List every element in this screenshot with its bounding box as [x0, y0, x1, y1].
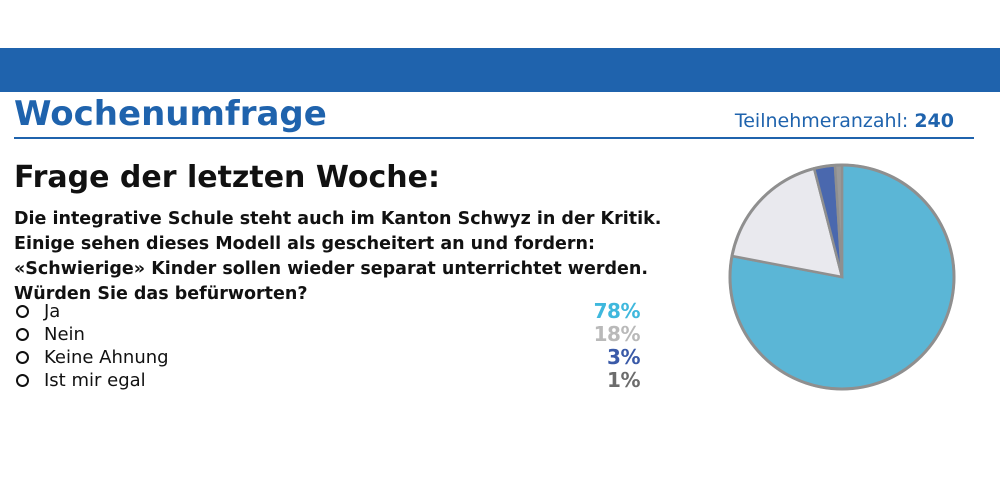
divider	[14, 137, 974, 139]
question-text: Die integrative Schule steht auch im Kan…	[14, 209, 662, 304]
pie-chart-container	[720, 155, 964, 399]
title-row: Wochenumfrage Teilnehmeranzahl: 240	[0, 92, 1000, 138]
option-percentage: 1%	[607, 368, 640, 392]
option-label: Keine Ahnung	[44, 347, 169, 368]
participants-count: Teilnehmeranzahl: 240	[735, 110, 954, 132]
pie-outline	[728, 163, 956, 391]
question-heading: Frage der letzten Woche:	[14, 160, 440, 195]
answer-options: Ja 78% Nein 18% Keine Ahnung 3% Ist mir …	[14, 299, 641, 392]
participants-number: 240	[914, 110, 954, 132]
header-band: online	[0, 48, 1000, 92]
option-percentage: 18%	[593, 322, 641, 346]
page-title: Wochenumfrage	[14, 94, 327, 134]
option-percentage: 3%	[607, 345, 640, 369]
radio-icon[interactable]	[16, 305, 29, 318]
option-keine-ahnung[interactable]: Keine Ahnung 3%	[14, 346, 640, 369]
option-ja[interactable]: Ja 78%	[14, 299, 641, 323]
option-percentage: 78%	[593, 299, 641, 323]
radio-icon[interactable]	[16, 374, 29, 387]
option-ist-mir-egal[interactable]: Ist mir egal 1%	[14, 369, 640, 392]
option-nein[interactable]: Nein 18%	[14, 322, 641, 346]
radio-icon[interactable]	[16, 351, 29, 364]
participants-label: Teilnehmeranzahl:	[734, 110, 909, 132]
pie-chart	[728, 163, 956, 391]
option-label: Nein	[44, 324, 85, 345]
radio-icon[interactable]	[16, 328, 29, 341]
option-label: Ja	[44, 301, 61, 322]
option-label: Ist mir egal	[44, 370, 146, 391]
